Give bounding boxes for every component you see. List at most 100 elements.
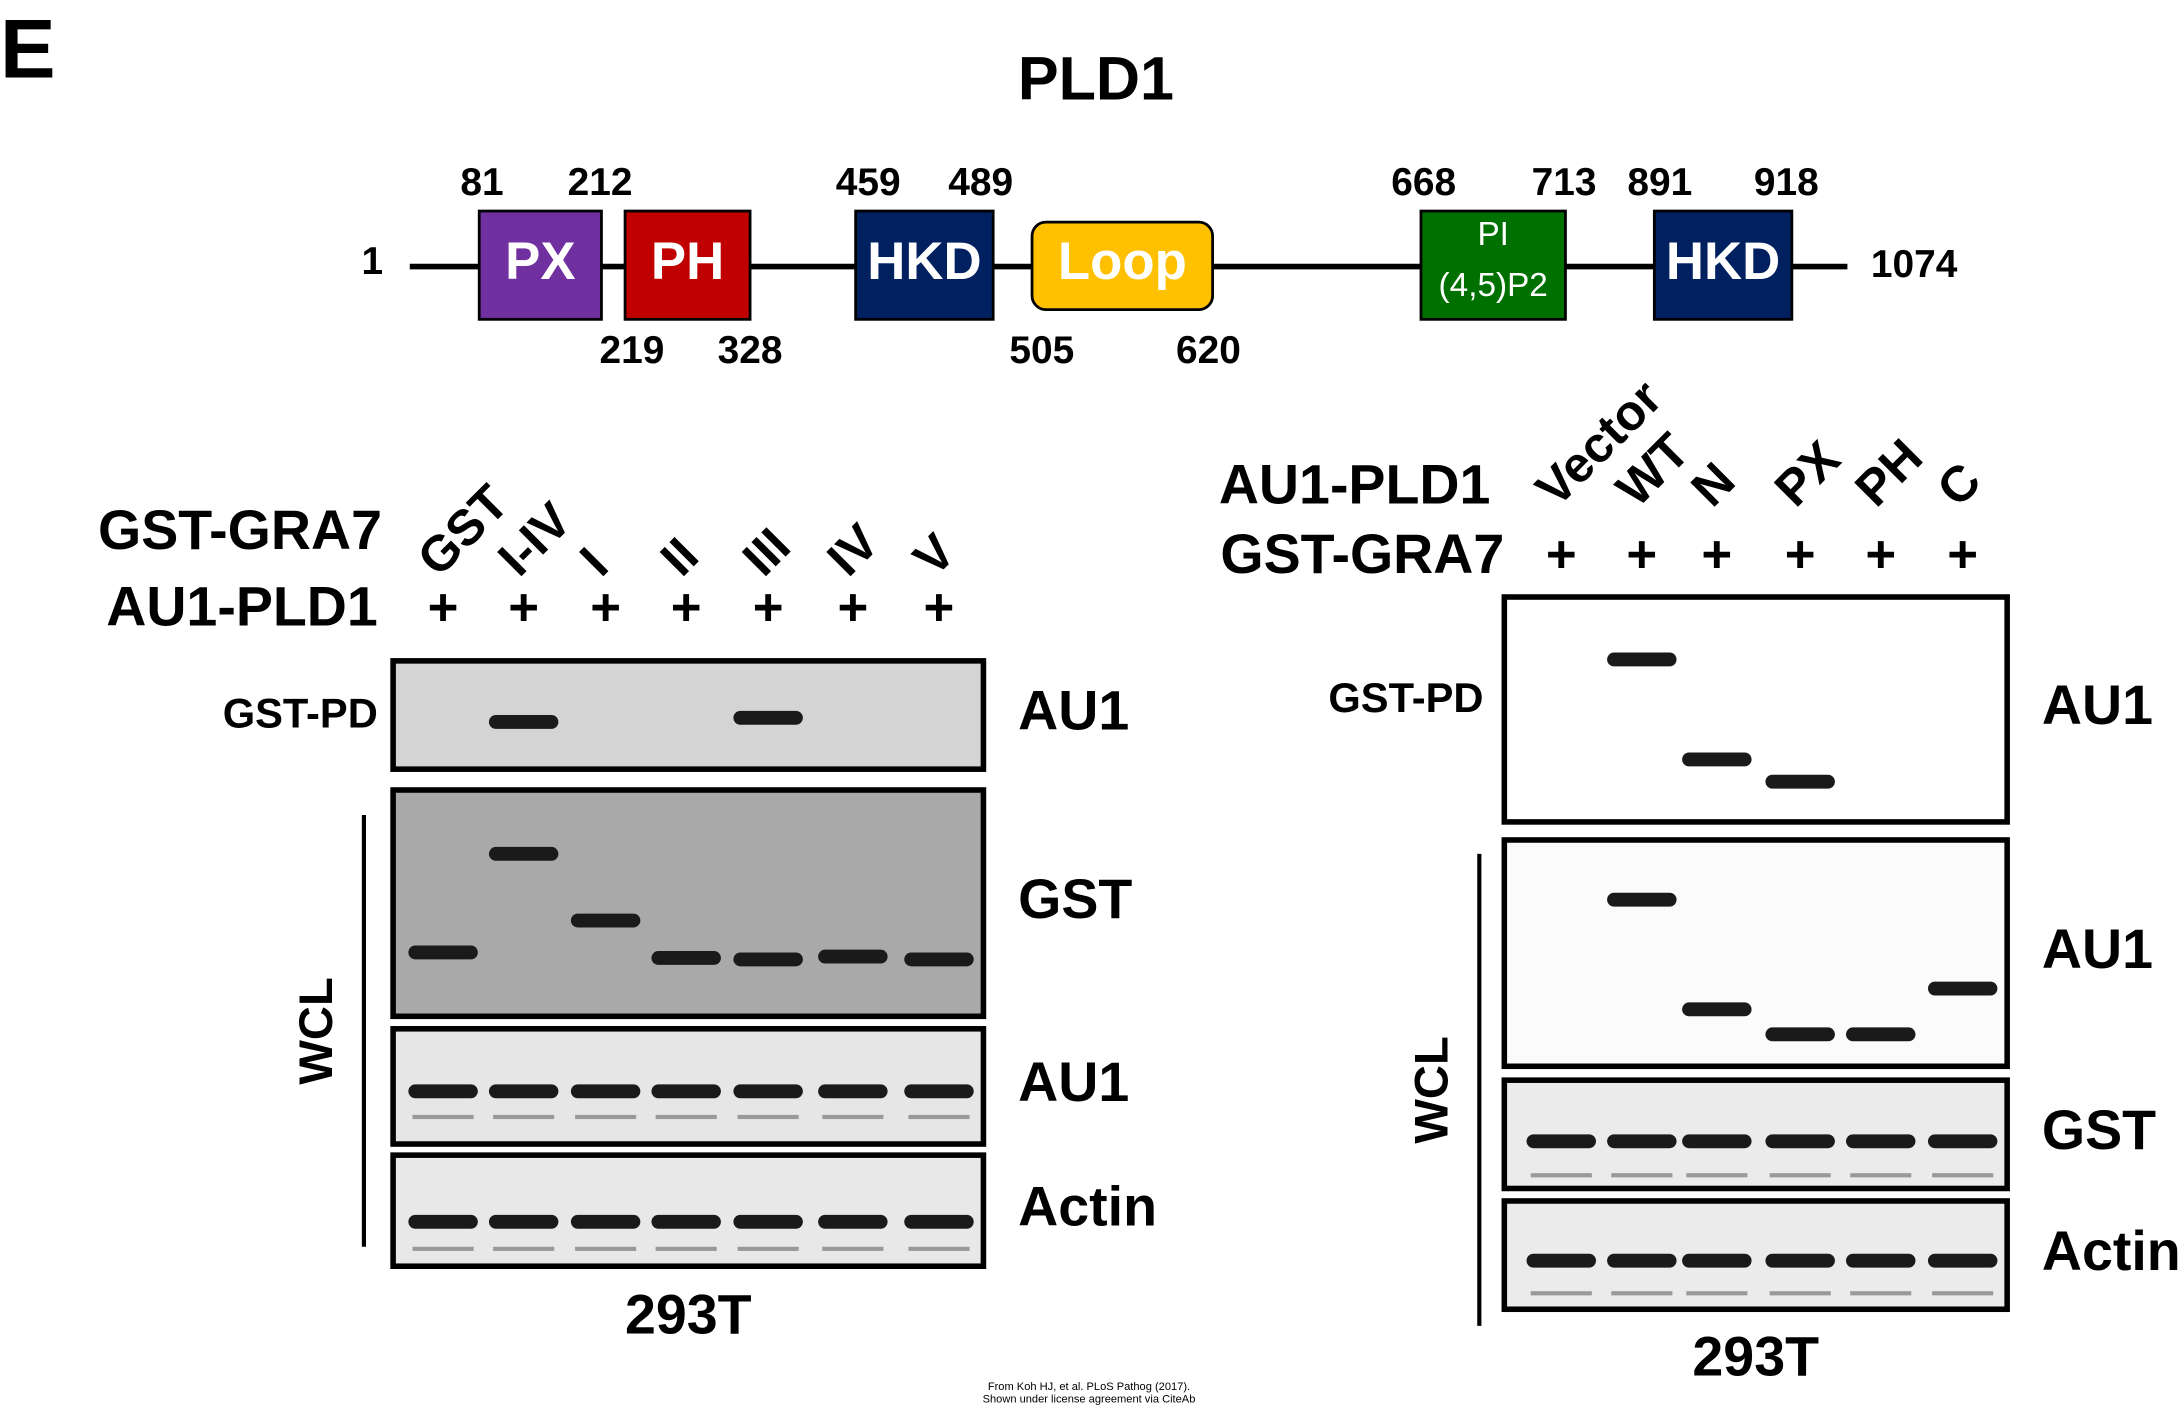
faint-band: [412, 1114, 474, 1120]
band: [818, 949, 888, 964]
faint-band: [1850, 1291, 1912, 1296]
band: [733, 1214, 803, 1229]
cell-line: 293T: [1692, 1325, 1819, 1387]
domain-label: PI: [1477, 216, 1508, 253]
blot-label: AU1: [1018, 1051, 1129, 1113]
faint-band: [1611, 1173, 1673, 1178]
diagram-title: PLD1: [1018, 44, 1174, 112]
blot-label: GST: [2042, 1099, 2156, 1161]
faint-band: [822, 1246, 884, 1251]
faint-band: [1530, 1173, 1592, 1178]
credit-line: Shown under license agreement via CiteAb: [983, 1393, 1196, 1405]
domain-start: 219: [600, 329, 665, 372]
band: [651, 1084, 721, 1099]
faint-band: [575, 1246, 637, 1251]
band: [818, 1084, 888, 1099]
band: [904, 952, 974, 967]
band: [1927, 981, 1998, 996]
end-label: 1074: [1871, 243, 1958, 286]
cell-line: 293T: [625, 1284, 752, 1346]
band: [733, 710, 803, 725]
faint-band: [493, 1114, 555, 1120]
blot: [390, 658, 987, 772]
faint-band: [655, 1114, 717, 1120]
plus-mark: +: [1626, 525, 1657, 584]
band: [488, 846, 559, 861]
plus-mark: +: [924, 578, 955, 637]
plus-row-name: GST-GRA7: [1220, 523, 1504, 585]
band: [408, 945, 478, 960]
domain-label: HKD: [867, 232, 981, 291]
domain-label: PH: [651, 232, 724, 291]
lane-row-name: AU1-PLD1: [1219, 453, 1491, 515]
lane-label: PH: [1844, 428, 1933, 517]
domain-sublabel: (4,5)P2: [1439, 267, 1548, 304]
band: [1765, 774, 1835, 789]
faint-band: [1932, 1173, 1994, 1178]
plus-mark: +: [428, 578, 459, 637]
band: [1607, 1253, 1677, 1268]
band: [651, 951, 721, 965]
faint-band: [1611, 1291, 1673, 1296]
domain-label: Loop: [1058, 232, 1187, 291]
faint-band: [822, 1114, 884, 1120]
band: [1846, 1134, 1916, 1149]
blot: [1501, 837, 2010, 1070]
blot: [1501, 594, 2010, 825]
blot-label: AU1: [2042, 674, 2153, 736]
faint-band: [1769, 1291, 1831, 1296]
band: [1682, 1253, 1752, 1268]
start-label: 1: [361, 240, 383, 283]
blot: [390, 787, 987, 1020]
band: [733, 1084, 803, 1099]
band: [570, 913, 641, 928]
faint-band: [908, 1246, 970, 1251]
band: [651, 1214, 721, 1229]
band: [488, 715, 559, 729]
faint-band: [737, 1246, 799, 1251]
band: [1682, 752, 1752, 767]
faint-band: [737, 1114, 799, 1120]
faint-band: [412, 1246, 474, 1251]
domain-start: 459: [836, 161, 901, 204]
blot-label: AU1: [2042, 918, 2153, 980]
plus-mark: +: [1785, 525, 1816, 584]
blot-label: AU1: [1018, 680, 1129, 742]
lane-label: III: [732, 517, 801, 586]
band: [1682, 1002, 1752, 1017]
plus-mark: +: [508, 578, 539, 637]
domain-start: 81: [460, 161, 503, 204]
band: [904, 1214, 974, 1229]
band: [1927, 1253, 1998, 1268]
plus-mark: +: [837, 578, 868, 637]
domain-end: 489: [948, 161, 1013, 204]
plus-mark: +: [1701, 525, 1732, 584]
blot-label: Actin: [1018, 1175, 1157, 1237]
domain-box: [477, 209, 603, 321]
band: [1607, 1134, 1677, 1149]
domain-label: HKD: [1666, 232, 1780, 291]
plus-mark: +: [590, 578, 621, 637]
plus-mark: +: [671, 578, 702, 637]
domain-end: 212: [568, 161, 633, 204]
faint-band: [1530, 1291, 1592, 1296]
band: [488, 1214, 559, 1229]
plus-mark: +: [1947, 525, 1978, 584]
domain-end: 713: [1532, 161, 1597, 204]
lane-label: IV: [816, 513, 889, 586]
domain-start: 668: [1391, 161, 1456, 204]
band: [1607, 892, 1677, 907]
lane-label: C: [1926, 452, 1991, 517]
band: [1765, 1027, 1835, 1042]
plus-mark: +: [753, 578, 784, 637]
lane-row-name: GST-GRA7: [98, 499, 382, 561]
blot-label: Actin: [2042, 1220, 2178, 1282]
faint-band: [1932, 1291, 1994, 1296]
domain-end: 918: [1754, 161, 1819, 204]
band: [570, 1214, 641, 1229]
pulldown-label: GST-PD: [223, 689, 378, 736]
plus-mark: +: [1546, 525, 1577, 584]
group-label: WCL: [290, 977, 343, 1084]
plus-row-name: AU1-PLD1: [106, 576, 378, 638]
